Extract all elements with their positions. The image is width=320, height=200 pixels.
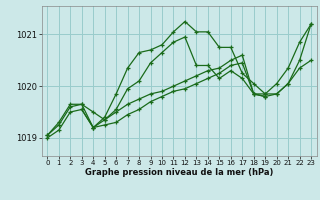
X-axis label: Graphe pression niveau de la mer (hPa): Graphe pression niveau de la mer (hPa) — [85, 168, 273, 177]
